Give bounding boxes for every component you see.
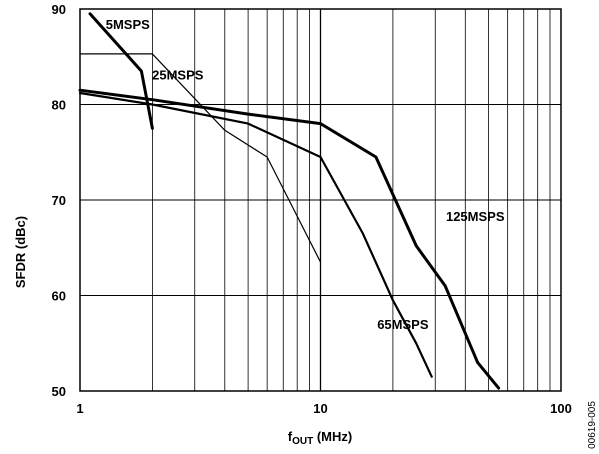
series-label-125msps: 125MSPS [446, 209, 505, 224]
series-line-65msps [78, 91, 433, 378]
series-label-25msps: 25MSPS [152, 68, 204, 83]
x-axis-title-main: f [288, 429, 293, 444]
series-layer [78, 12, 501, 390]
y-tick-label: 80 [52, 98, 66, 113]
x-tick-label: 10 [313, 401, 327, 416]
series-line-125msps [78, 88, 501, 390]
y-axis-title: SFDR (dBc) [13, 216, 28, 288]
x-axis-title-rest: (MHz) [313, 429, 352, 444]
x-tick-label: 1 [76, 401, 83, 416]
y-tick-label: 50 [52, 384, 66, 399]
y-tick-label: 60 [52, 289, 66, 304]
grid [80, 9, 561, 391]
x-axis-title: fOUT (MHz) [288, 429, 352, 447]
series-label-65msps: 65MSPS [377, 317, 429, 332]
series-line-25msps [79, 53, 322, 263]
y-tick-label: 90 [52, 2, 66, 17]
series-label-5msps: 5MSPS [106, 17, 150, 32]
y-tick-label: 70 [52, 193, 66, 208]
figure-id: 00619-005 [587, 401, 598, 449]
plot-border [79, 8, 562, 392]
plot-frame [79, 8, 562, 392]
x-axis-title-subscript: OUT [292, 436, 313, 447]
series-line-5msps [88, 12, 154, 130]
tick-labels: 1 10 100 50 60 70 80 90 [52, 2, 572, 416]
x-tick-label: 100 [550, 401, 572, 416]
series-labels: 5MSPS 25MSPS 65MSPS 125MSPS [106, 17, 505, 332]
